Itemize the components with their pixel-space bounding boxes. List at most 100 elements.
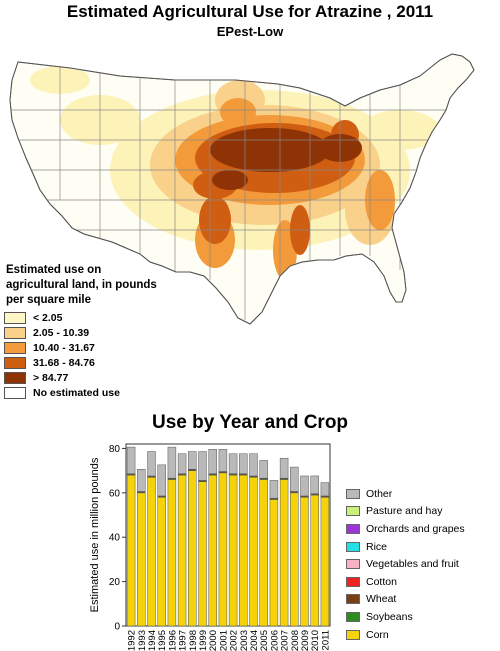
map-legend-item: 2.05 - 10.39 [4,325,120,340]
bar-segment [188,470,197,627]
bar-segment [126,446,136,474]
x-tick-label: 1996 [167,630,178,651]
bar-segment [269,480,279,499]
map-subtitle: EPest-Low [216,24,284,39]
chart-legend-item: Cotton [346,573,465,591]
bar-segment [228,474,238,627]
chart-legend-item: Orchards and grapes [346,520,465,538]
bar-segment [249,453,258,477]
x-tick-label: 1992 [127,630,138,651]
x-tick-label: 2007 [280,630,291,651]
map-legend: < 2.05 2.05 - 10.39 10.40 - 31.67 31.68 … [4,310,120,400]
chart-legend-swatch [346,576,360,587]
bar-segment [198,451,207,481]
bar-segment [177,453,187,474]
chart-legend-swatch [346,541,360,552]
bar-segment [310,475,319,494]
legend-label: < 2.05 [33,311,63,324]
x-tick-label: 2002 [229,630,240,651]
x-tick-label: 2004 [249,630,260,651]
chart-legend-swatch [346,629,360,640]
bar-segment [290,466,299,492]
chart-legend-item: Corn [346,626,465,644]
chart-legend-swatch [346,506,360,517]
y-tick-label: 60 [109,488,121,499]
bar-segment [239,474,248,627]
bar-segment [320,482,330,497]
x-tick-label: 2008 [290,630,301,651]
chart-legend-swatch [346,523,360,534]
legend-swatch [4,326,26,339]
chart-legend-item: Vegetables and fruit [346,555,465,573]
chart-title: Use by Year and Crop [151,412,349,433]
chart-legend-label: Wheat [366,593,397,606]
chart-legend-swatch [346,559,360,570]
x-tick-label: 2010 [310,630,321,651]
chart-legend-item: Pasture and hay [346,503,465,521]
bar-segment [279,479,289,627]
bar-segment [310,494,319,627]
bar-segment [228,453,238,474]
chart-legend-swatch [346,594,360,605]
map-legend-item: No estimated use [4,385,120,400]
use-by-year-chart: 0 20 40 60 80 Estimated use in million pounds… [89,443,331,651]
bar-segment [198,481,207,627]
bar-segment [147,477,156,627]
bar-segment [300,475,309,497]
x-tick-label: 2001 [218,630,229,651]
chart-legend-label: Orchards and grapes [366,522,465,535]
legend-swatch [4,356,26,369]
bar-segment [320,497,330,627]
bar-segment [249,477,258,627]
chart-legend-item: Soybeans [346,608,465,626]
y-tick-label: 0 [114,622,120,633]
legend-swatch [4,371,26,384]
map-title: Estimated Agricultural Use for Atrazine … [66,2,434,21]
chart-legend-item: Wheat [346,591,465,609]
map-legend-item: < 2.05 [4,310,120,325]
bar-segment [269,499,279,627]
x-tick-label: 1999 [198,630,209,651]
bar-segment [300,497,309,627]
x-tick-label: 2006 [269,630,280,651]
us-outline [9,53,475,325]
chart-legend: Other Pasture and hay Orchards and grapes R… [346,485,465,643]
x-tick-label: 1994 [147,630,158,651]
bar-segment [239,453,248,474]
bar-segment [157,464,166,497]
chart-legend-item: Rice [346,538,465,556]
bar-segment [177,474,187,627]
x-tick-label: 2011 [320,630,331,650]
bar-segment [218,472,228,627]
y-tick-label: 40 [109,533,121,544]
bar-segment [157,497,166,627]
legend-label: No estimated use [33,386,120,399]
chart-legend-swatch [346,488,360,499]
bar-segment [208,449,217,474]
legend-label: 2.05 - 10.39 [33,326,90,339]
map-legend-title: Estimated use on agricultural land, in p… [6,264,157,306]
legend-label: 31.68 - 84.76 [33,356,95,369]
bar-segment [279,457,289,479]
bar-segment [188,451,197,470]
y-axis-label: Estimated use in million pounds [89,457,101,612]
legend-swatch [4,341,26,354]
bar-segment [147,451,156,477]
y-tick-label: 80 [109,444,121,455]
x-tick-label: 1993 [137,630,148,651]
legend-label: > 84.77 [33,371,69,384]
legend-label: 10.40 - 31.67 [33,341,95,354]
x-tick-label: 2003 [239,630,250,651]
chart-legend-swatch [346,611,360,622]
y-tick-label: 20 [109,577,121,588]
legend-swatch [4,386,26,399]
map-legend-item: 31.68 - 84.76 [4,355,120,370]
chart-legend-label: Rice [366,540,388,553]
bar-segment [137,469,146,492]
bar-segment [259,460,268,479]
bar-segment [259,479,268,627]
chart-legend-label: Corn [366,628,389,641]
chart-legend-label: Vegetables and fruit [366,558,459,571]
x-tick-label: 1995 [157,630,168,651]
x-tick-label: 1997 [178,630,189,651]
